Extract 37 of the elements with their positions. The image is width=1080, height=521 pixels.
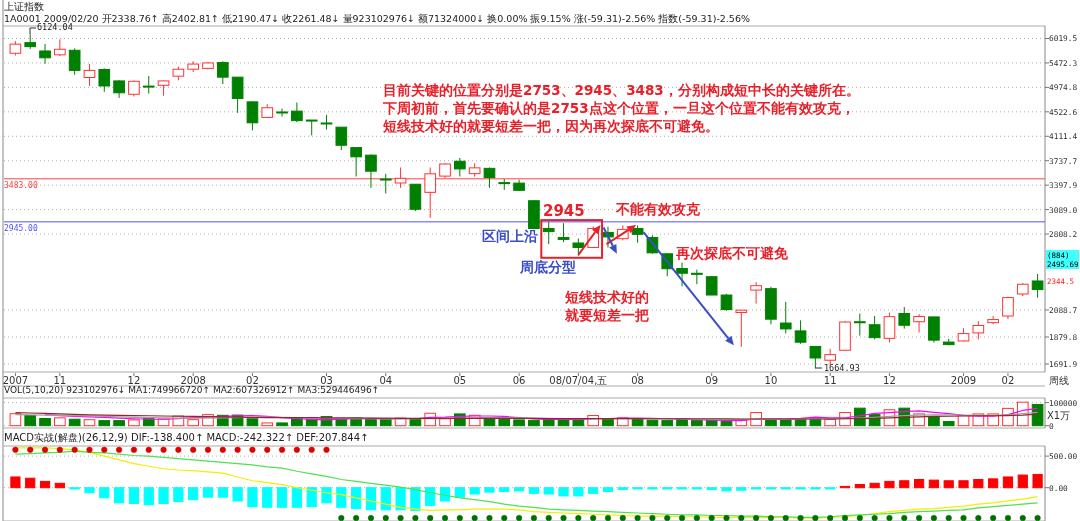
annotation: 1664.93 <box>824 363 860 373</box>
x-tick-label: 04 <box>379 375 393 386</box>
x-tick-label: 08/07/04,五 <box>549 375 608 386</box>
x-tick-label: 10 <box>764 375 778 386</box>
x-tick-label: 03 <box>320 375 333 386</box>
annotation: 区间上沿 <box>482 228 538 244</box>
annotation: 6124.04 <box>37 22 73 32</box>
annotation: 短线技术好的就要短差一把，因为再次探底不可避免。 <box>382 118 719 134</box>
x-tick-label: 12 <box>883 375 896 386</box>
x-tick-label: 2009 <box>950 375 977 386</box>
x-axis-title: 周线 <box>1049 375 1069 386</box>
annotation: 周底分型 <box>519 259 576 275</box>
x-tick-label: 08 <box>631 375 644 386</box>
annotation: 短线技术好的 <box>564 289 649 305</box>
x-tick-label: 2008 <box>180 375 206 386</box>
ref-line-label: 2945.00 <box>4 223 38 233</box>
annotation: 目前关键的位置分别是2753、2945、3483，分别构成短中长的关键所在。 <box>383 82 860 98</box>
x-tick-label: 09 <box>705 375 719 386</box>
x-tick-label: 05 <box>453 375 467 386</box>
x-tick-label: 02 <box>246 375 259 386</box>
annotation: 下周初前，首先要确认的是2753点这个位置，一旦这个位置不能有效攻克， <box>382 100 855 116</box>
text: X1万 <box>1047 410 1071 421</box>
annotation: 不能有效攻克 <box>615 201 701 217</box>
x-tick-label: 2007 <box>2 375 29 386</box>
x-tick-label: 06 <box>512 375 526 386</box>
annotation: 再次探底不可避免 <box>675 245 789 261</box>
chart-title: 上证指数 <box>4 1 44 12</box>
chart-title: VOL(5,10,20) 923102976↓ MA1:749966720↑ MA2:607326912↑ MA3:529446496↑ <box>4 385 380 395</box>
x-tick-label: 02 <box>1001 375 1015 386</box>
x-tick-label: 11 <box>53 375 67 386</box>
x-tick-label: 12 <box>127 375 141 386</box>
ref-line-label: 3483.00 <box>4 180 38 190</box>
x-tick-label: 11 <box>823 375 837 386</box>
annotation: 2945 <box>543 202 585 220</box>
annotation: 就要短差一把 <box>564 307 649 323</box>
chart-subtitle: 1A0001 2009/02/20 开2338.76↑ 高2402.81↑ 低2190.47↓ 收2261.48↓ 量923102976↓ 额71324000↓ 换0.00% 振9.15% 涨(-59.31)-2.56% 指数(-59.31)-2.56% <box>4 13 750 24</box>
chart-title: MACD实战(解盘)(26,12,9) DIF:-138.400↑ MACD:-242.322↑ DEF:207.844↑ <box>4 432 369 443</box>
